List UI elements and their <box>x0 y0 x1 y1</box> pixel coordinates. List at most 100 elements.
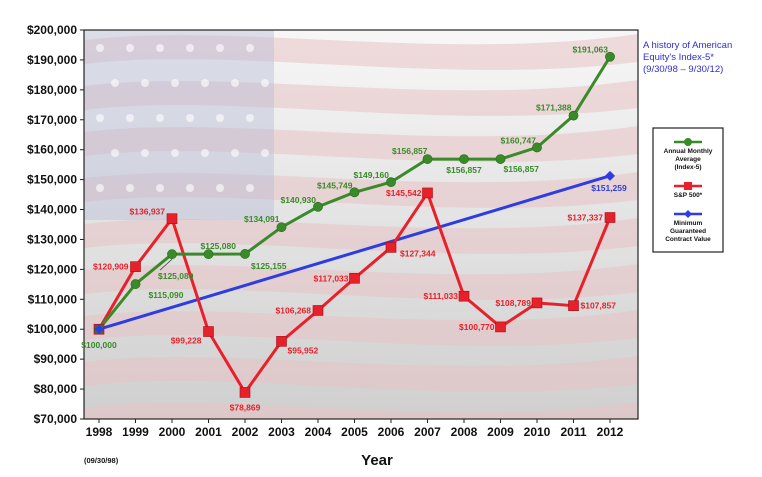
index5-data-label: $171,388 <box>536 103 572 113</box>
flag-star <box>96 44 104 52</box>
x-tick-label: 2002 <box>232 425 259 439</box>
flag-star <box>201 79 209 87</box>
x-tick-label: 2003 <box>268 425 295 439</box>
flag-star <box>246 114 254 122</box>
chart-title: A history of American Equity's Index-5* … <box>643 40 732 75</box>
y-tick-label: $80,000 <box>34 382 78 396</box>
flag-stripe <box>84 34 638 70</box>
sp500-data-label: $95,952 <box>288 345 319 355</box>
y-tick-label: $200,000 <box>27 23 77 37</box>
flag-star <box>156 114 164 122</box>
legend-sp500-text: S&P 500* <box>674 192 703 199</box>
legend-minimum-guaranteed-text: Guaranteed <box>670 228 706 235</box>
flag-stripe <box>84 356 638 392</box>
index5-point <box>386 177 396 188</box>
index5-point <box>459 154 469 164</box>
x-tick-label: 2006 <box>378 425 405 439</box>
sp500-point <box>239 387 251 398</box>
index5-point <box>495 154 506 164</box>
y-tick-label: $180,000 <box>27 83 77 97</box>
flag-stripe <box>84 218 638 254</box>
y-tick-label: $170,000 <box>27 113 77 127</box>
flag-star <box>216 44 224 52</box>
label-leader-line <box>159 258 173 271</box>
series-line-minimum-guaranteed <box>98 174 611 331</box>
sp500-data-label: $106,268 <box>276 305 312 315</box>
index5-data-label: $140,930 <box>281 195 317 205</box>
sp500-data-label: $100,770 <box>459 322 495 332</box>
y-tick-label: $130,000 <box>27 232 77 246</box>
index5-data-label: $115,090 <box>149 290 184 300</box>
sp500-point <box>422 187 433 199</box>
legend-sp500: S&P 500* <box>674 182 703 199</box>
y-tick-label: $140,000 <box>27 203 77 217</box>
legend-minimum-guaranteed-text: Contract Value <box>665 236 711 243</box>
flag-star <box>171 79 179 87</box>
y-axis: $70,000 $80,000 $90,000 $100,000 $110,000 $12… <box>27 23 84 426</box>
sp500-data-label: $127,344 <box>400 248 436 258</box>
flag-star <box>96 114 104 122</box>
sp500-point <box>495 321 506 333</box>
index5-point <box>422 154 433 164</box>
flag-star <box>216 184 224 192</box>
sp500-data-label: $78,869 <box>230 402 261 412</box>
y-tick-label: $110,000 <box>28 292 78 306</box>
y-tick-label: $190,000 <box>27 53 77 67</box>
flag-watermark <box>84 30 638 419</box>
x-tick-label: 2007 <box>414 425 441 439</box>
y-tick-label: $160,000 <box>27 143 77 157</box>
x-axis-sublabel: (09/30/98) <box>84 456 119 465</box>
index5-data-label: $100,000 <box>81 340 117 350</box>
flag-star <box>156 44 164 52</box>
sp500-point <box>604 212 616 223</box>
series-markers <box>93 51 616 398</box>
flag-star <box>186 114 194 122</box>
flag-stripe <box>84 264 638 300</box>
sp500-point <box>166 213 178 225</box>
flag-star <box>231 149 239 157</box>
sp500-data-label: $145,542 <box>386 188 422 198</box>
sp500-point <box>349 272 360 284</box>
index5-data-label: $134,091 <box>244 214 280 224</box>
flag-stripe <box>84 402 638 419</box>
x-tick-label: 2011 <box>560 425 586 439</box>
legend-minimum-guaranteed-marker <box>684 210 692 218</box>
sp500-point <box>568 300 579 312</box>
index5-point <box>532 142 542 153</box>
sp500-data-label: $108,789 <box>496 298 532 308</box>
flag-star <box>156 184 164 192</box>
index5-data-label: $125,080 <box>201 241 237 251</box>
index5-point <box>167 249 177 260</box>
sp500-data-label: $107,857 <box>581 301 617 311</box>
flag-star <box>186 44 194 52</box>
data-labels: $100,000 $115,090 $125,080 $125,080 $125,155… <box>81 45 627 413</box>
x-tick-label: 2005 <box>341 425 368 439</box>
sp500-point <box>203 326 214 337</box>
y-tick-label: $100,000 <box>27 322 77 336</box>
flag-star <box>141 149 149 157</box>
legend-minimum-guaranteed-text: Minimum <box>674 220 703 227</box>
legend-index5-text: Annual Monthly <box>664 148 713 155</box>
x-tick-label: 1999 <box>122 425 149 439</box>
x-tick-label: 2010 <box>524 425 551 439</box>
index5-data-label: $160,747 <box>501 135 537 145</box>
index5-data-label: $149,160 <box>354 170 390 180</box>
legend-index5-text: Average <box>675 156 701 163</box>
legend-index5-text: (Index-5) <box>674 164 701 171</box>
index5-data-label: $156,857 <box>504 164 540 174</box>
sp500-data-label: $111,033 <box>423 291 458 301</box>
index5-data-label: $156,857 <box>446 165 482 175</box>
sp500-point <box>531 297 543 309</box>
index5-point <box>568 110 579 121</box>
index5-point <box>203 249 214 260</box>
flag-star <box>171 149 179 157</box>
flag-stripe <box>84 80 638 116</box>
x-tick-label: 2000 <box>159 425 186 439</box>
flag-star <box>246 44 254 52</box>
flag-stripe <box>84 310 638 346</box>
sp500-point <box>276 336 287 347</box>
flag-star <box>201 149 209 157</box>
